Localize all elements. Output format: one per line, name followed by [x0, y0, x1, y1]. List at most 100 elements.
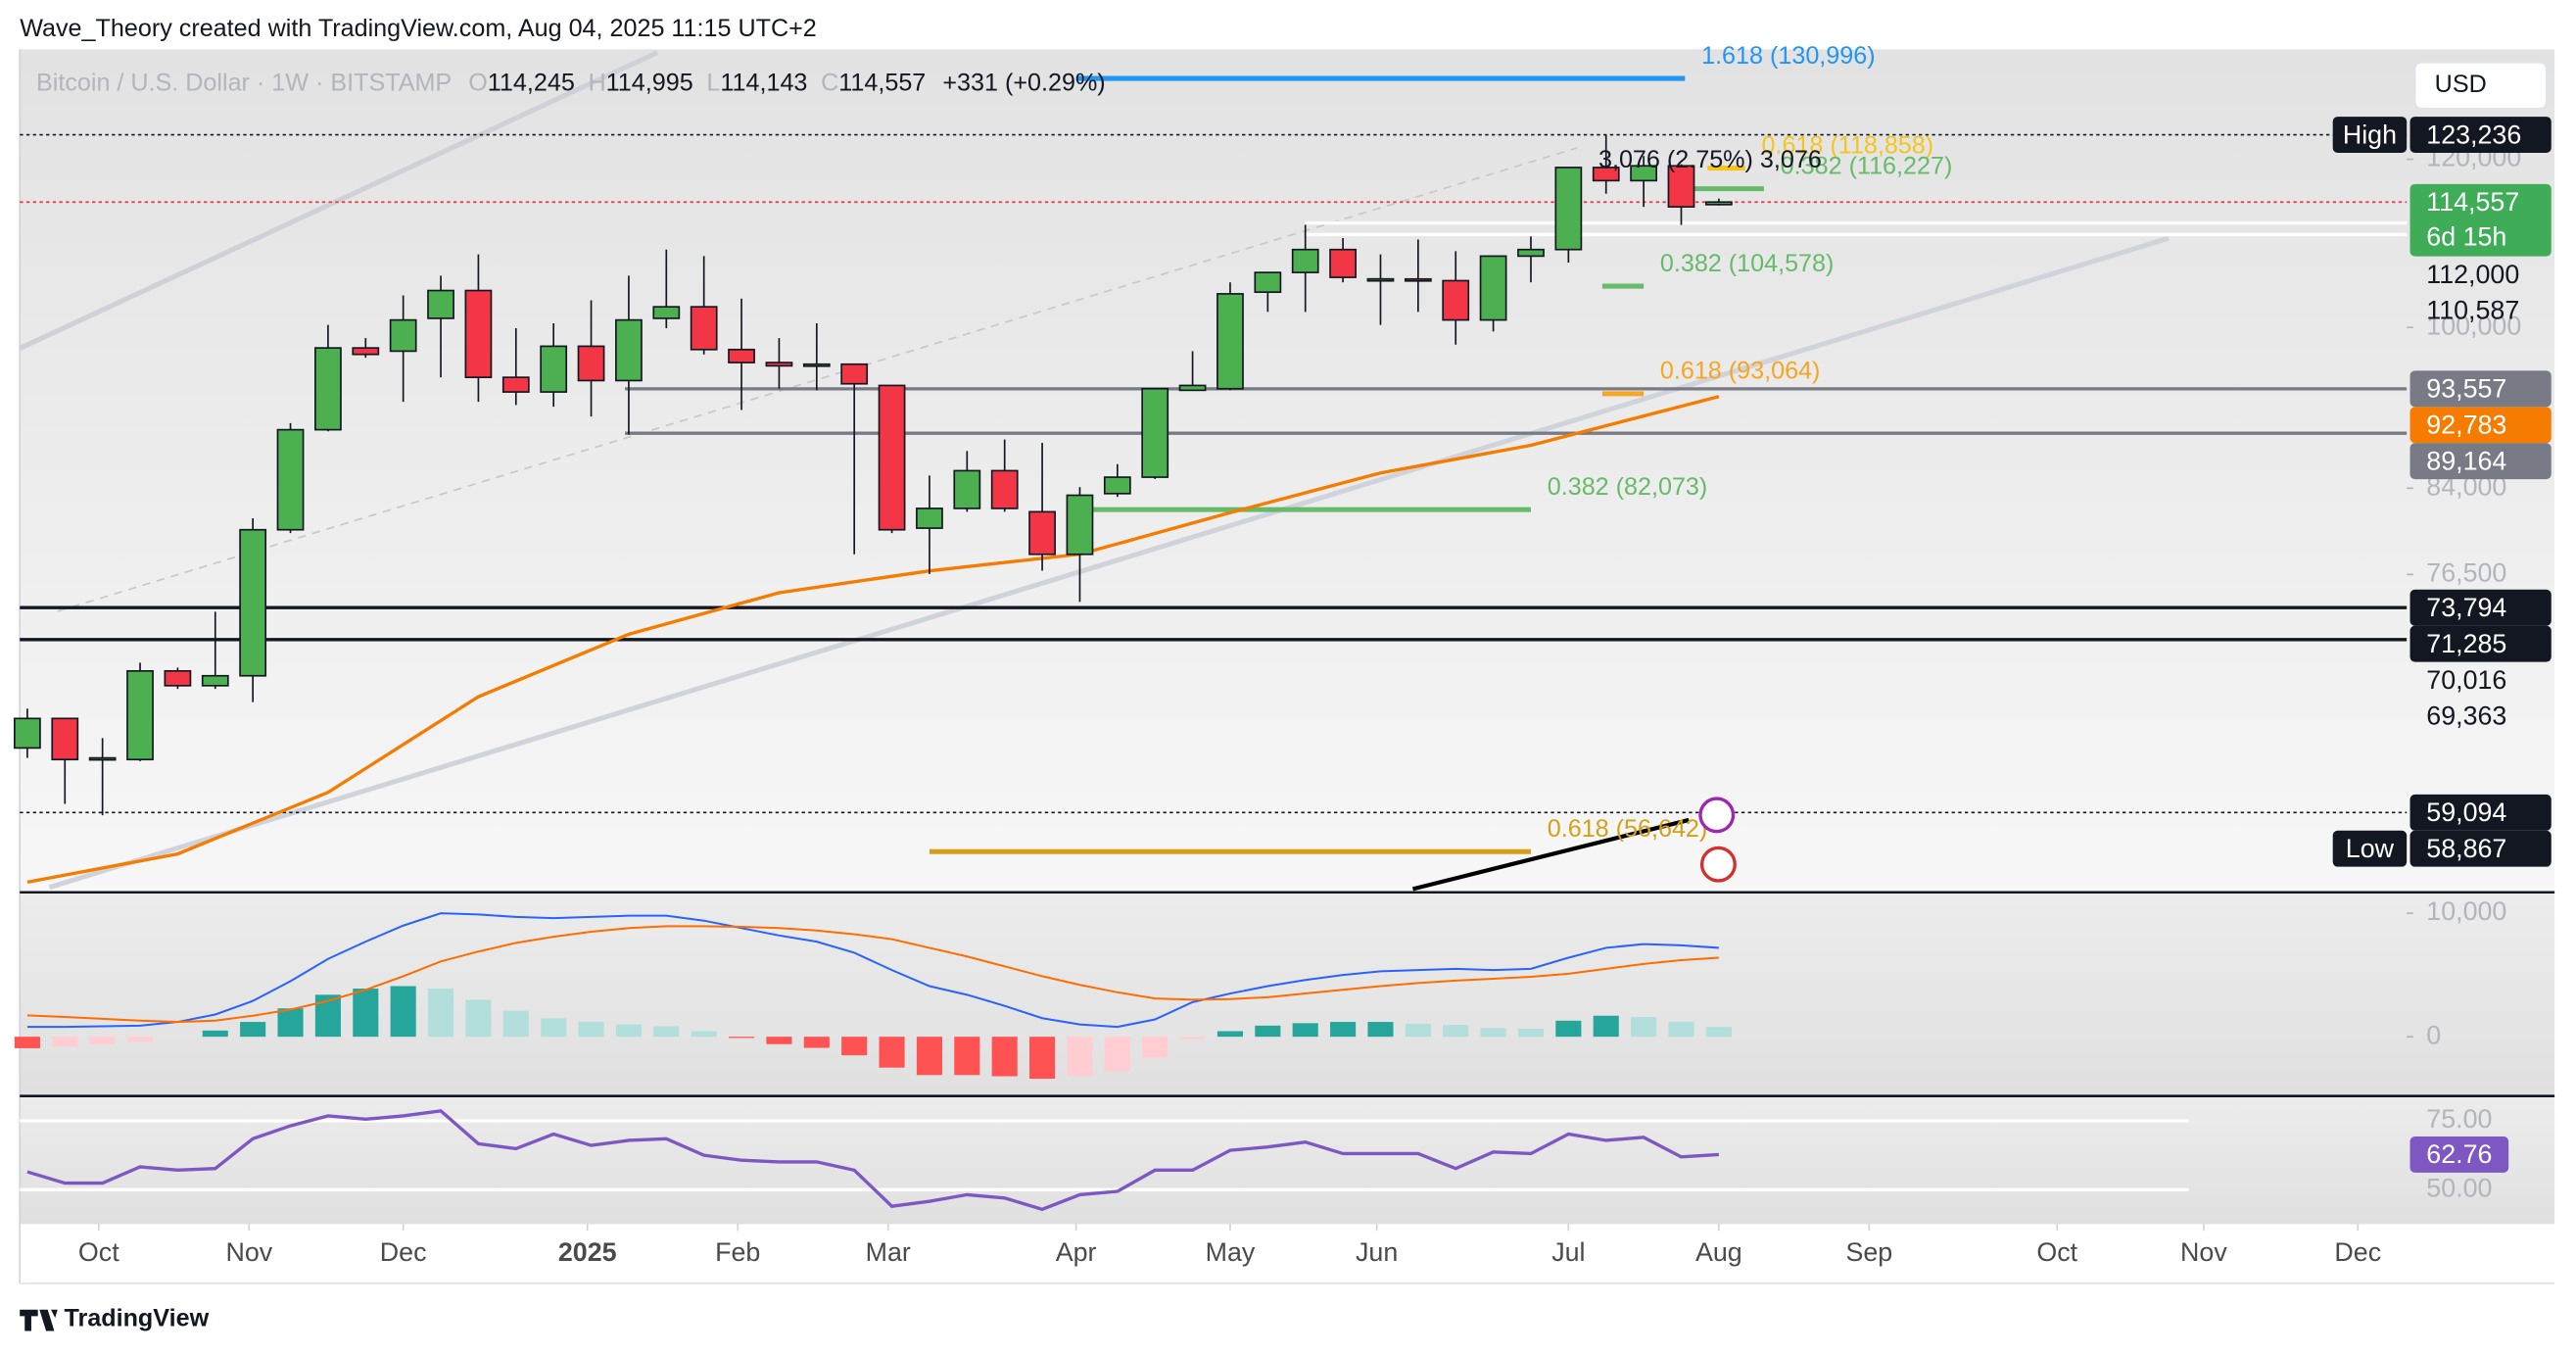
y-tick-label: 76,500: [2426, 557, 2506, 587]
candle-body: [802, 363, 831, 367]
legend-key: O: [468, 69, 488, 96]
candle-body: [1216, 293, 1244, 390]
legend-change: +331 (+0.29%): [942, 69, 1105, 96]
candle-body: [1329, 248, 1357, 278]
countdown-label: 6d 15h: [2426, 221, 2506, 251]
macd-tick-label: 10,000: [2426, 896, 2506, 926]
legend: Bitcoin / U.S. Dollar · 1W · BITSTAMP O1…: [36, 69, 1106, 96]
rsi-value-badge: [2409, 1136, 2509, 1173]
price-badge: [2409, 589, 2552, 626]
candle-body: [990, 469, 1019, 509]
macd-histogram-bar: [1179, 1037, 1206, 1040]
price-badge: [2409, 183, 2552, 257]
candle-body: [1667, 165, 1695, 208]
price-badge-label: 114,557: [2426, 187, 2519, 217]
dashed-trend-line: [57, 147, 1578, 612]
flag-icon[interactable]: [1699, 846, 1737, 883]
currency-label[interactable]: USD: [2435, 71, 2487, 98]
legend-value: 114,557: [838, 69, 926, 96]
candle-body: [652, 306, 681, 319]
legend-value: 114,143: [720, 69, 807, 96]
macd-histogram-bar: [1330, 1022, 1357, 1038]
fib-label: 0.382 (104,578): [1660, 250, 1835, 277]
candle-body: [201, 674, 229, 687]
legend-key: H: [589, 69, 606, 96]
candle-body: [88, 756, 117, 761]
price-badge-label: 92,783: [2426, 411, 2506, 440]
candle-body: [427, 289, 454, 319]
price-badge-label: 70,016: [2426, 665, 2506, 695]
macd-histogram-bar: [1029, 1037, 1056, 1080]
macd-histogram-bar: [653, 1026, 680, 1038]
price-badge: [2409, 407, 2552, 444]
macd-histogram-bar: [427, 989, 454, 1038]
macd-line: [26, 925, 1719, 1024]
x-tick-label: Apr: [1056, 1237, 1097, 1267]
macd-histogram-bar: [1067, 1037, 1093, 1077]
legend-key: L: [706, 69, 720, 96]
candle-body: [1028, 510, 1056, 556]
macd-histogram-bar: [1593, 1015, 1619, 1038]
measure-label: 3,076 (2.75%) 3,076: [1598, 146, 1822, 173]
macd-histogram-bar: [729, 1037, 755, 1039]
candle-body: [1141, 387, 1169, 478]
macd-histogram-bar: [1255, 1025, 1281, 1038]
candle-body: [1404, 277, 1432, 282]
macd-histogram-bar: [541, 1018, 567, 1038]
macd-histogram-bar: [465, 999, 492, 1038]
macd-histogram-bar: [954, 1037, 980, 1076]
candle-body: [540, 345, 568, 393]
macd-histogram-bar: [841, 1037, 868, 1056]
price-tag: High: [2343, 120, 2397, 149]
x-tick-label: Aug: [1695, 1237, 1742, 1267]
rsi-line: [26, 1109, 1719, 1212]
price-badge-label: 93,557: [2426, 374, 2506, 404]
price-badge: [2409, 117, 2552, 153]
macd-histogram-bar: [766, 1037, 792, 1044]
macd-histogram-bar: [803, 1037, 830, 1048]
candle-body: [690, 306, 718, 351]
candle-body: [1517, 248, 1545, 258]
candle-body: [1178, 384, 1207, 392]
currency-button[interactable]: [2413, 61, 2548, 110]
candle-body: [916, 508, 943, 529]
fib-label: 0.618 (118,858): [1761, 131, 1933, 159]
price-badge-label: 73,794: [2426, 593, 2506, 622]
rsi-tick-label: 50.00: [2426, 1173, 2492, 1202]
overlay: Wave_Theory created with TradingView.com…: [20, 15, 2555, 1331]
x-tick-label: Feb: [715, 1237, 760, 1267]
macd-histogram-bar: [1104, 1037, 1130, 1072]
candle-body: [1366, 277, 1395, 282]
brand-icon: [20, 1309, 58, 1331]
macd-histogram-bar: [89, 1037, 116, 1044]
x-tick-label: Jul: [1551, 1237, 1585, 1267]
price-badge: [2409, 830, 2552, 867]
fib-label: 0.618 (93,064): [1660, 358, 1821, 385]
time-axis-area: [20, 1224, 2555, 1283]
price-pane: [20, 49, 2555, 893]
fib-label: 1.618 (130,996): [1701, 42, 1876, 70]
candle-body: [1592, 167, 1620, 182]
macd-histogram-bar: [1405, 1023, 1431, 1038]
x-tick-label: Nov: [225, 1237, 272, 1267]
macd-line: [26, 912, 1719, 1029]
event-icon[interactable]: [1698, 797, 1736, 834]
candle-body: [1479, 255, 1507, 321]
macd-histogram-bar: [277, 1008, 304, 1038]
macd-histogram-bar: [14, 1037, 40, 1048]
macd-histogram-bar: [1555, 1020, 1582, 1038]
rsi-pane: [20, 1095, 2555, 1225]
price-badge-label: 58,867: [2426, 834, 2506, 863]
candle-body: [615, 318, 643, 382]
legend-key: C: [821, 69, 838, 96]
macd-histogram-bar: [1142, 1037, 1169, 1058]
macd-histogram-bar: [202, 1030, 228, 1038]
y-tick-label: 100,000: [2426, 311, 2521, 340]
macd-histogram-bar: [502, 1010, 529, 1038]
trend-line: [1411, 817, 1690, 892]
trend-line: [48, 235, 2170, 891]
brand: TradingView: [64, 1304, 209, 1331]
